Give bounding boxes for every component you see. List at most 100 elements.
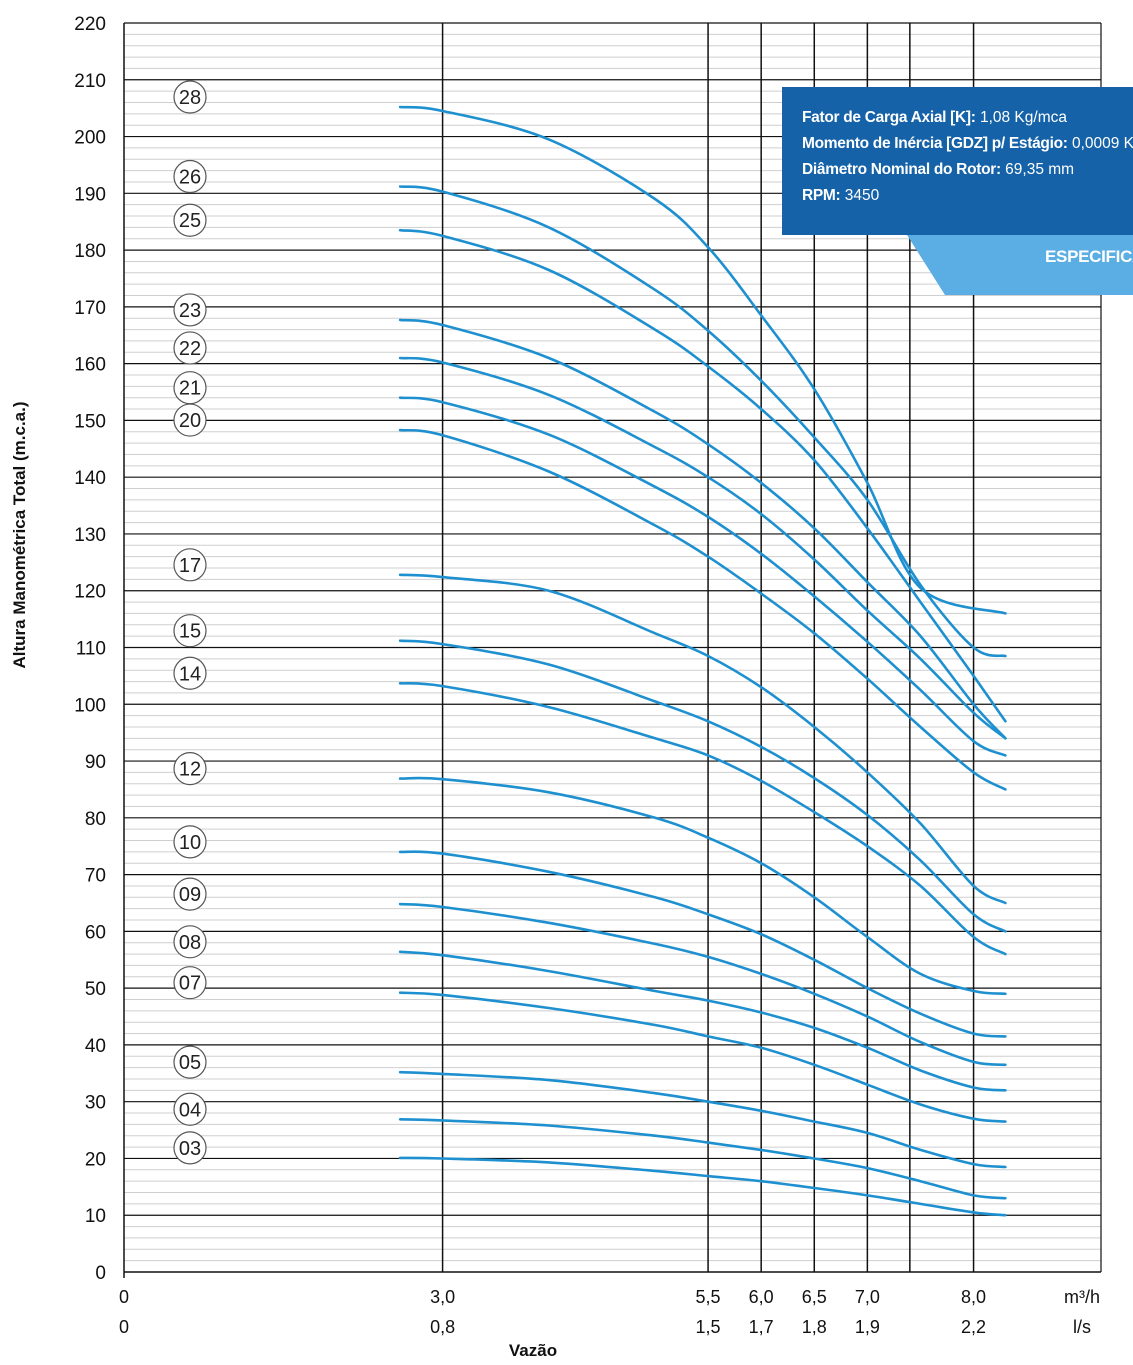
y-tick-label: 200 [74,128,106,149]
curve-label-circle [173,331,207,365]
x-tick-label-primary: 0 [119,1287,129,1307]
curve-14 [398,682,1007,956]
y-tick-label: 30 [85,1093,106,1114]
y-tick-label: 60 [85,922,106,943]
curve-09 [398,902,1007,1067]
x-tick-label-secondary: 1,7 [749,1317,774,1337]
curve-label-09: 09 [179,884,201,906]
y-tick-label: 90 [85,752,106,773]
axial-load-factor: Fator de Carga Axial [K]: 1,08 Kg/mca [802,109,1067,127]
curve-04 [398,1118,1007,1200]
curve-label-circle [173,1131,207,1165]
rpm: RPM: 3450 [802,187,879,205]
y-tick-label: 220 [74,14,106,35]
curve-label-14: 14 [179,663,201,685]
curve-23 [398,318,1007,740]
curve-label-circle [173,293,207,327]
minor-gridlines [124,33,1101,1262]
y-tick-label: 40 [85,1036,106,1057]
curve-label-04: 04 [179,1099,201,1121]
axial-load-factor-value: 1,08 Kg/mca [975,109,1067,126]
rotor-diameter: Diâmetro Nominal do Rotor: 69,35 mm [802,161,1074,179]
curve-label-23: 23 [179,300,201,322]
rotor-diameter-value: 69,35 mm [1000,161,1075,178]
curve-12 [398,776,1007,996]
y-tick-label: 120 [74,582,106,603]
x-tick-label-secondary: 0 [119,1317,129,1337]
x-tick-label-primary: 8,0 [961,1287,986,1307]
y-tick-label: 20 [85,1149,106,1170]
curve-03 [398,1156,1007,1217]
curve-label-circle [173,825,207,859]
curve-22 [398,356,1007,740]
curve-label-circle [173,877,207,911]
x-tick-label-primary: 6,5 [802,1287,827,1307]
curve-label-28: 28 [179,87,201,109]
curve-label-circle [173,752,207,786]
curve-label-10: 10 [179,832,201,854]
y-tick-label: 190 [74,184,106,205]
specs-info-box: Fator de Carga Axial [K]: 1,08 Kg/mca Mo… [782,87,1133,235]
curve-17 [398,573,1007,905]
rpm-label: RPM: [802,187,841,204]
x-tick-labels: 0 0 3,0 0,8 5,5 1,5 6,0 1,7 6,5 1,8 7,0 1,9 8,0 2,2 [119,1287,986,1337]
curve-label-21: 21 [179,378,201,400]
curve-07 [398,991,1007,1123]
curve-05 [398,1070,1007,1169]
curve-label-12: 12 [179,759,201,781]
y-tick-label: 100 [74,695,106,716]
specifications-tab[interactable]: ESPECIFICA [907,235,1133,295]
curve-label-17: 17 [179,555,201,577]
y-tick-label: 70 [85,866,106,887]
y-axis-title: Altura Manométrica Total (m.c.a.) [10,401,29,668]
y-tick-label: 0 [95,1263,106,1284]
x-tick-label-primary: 3,0 [430,1287,455,1307]
specifications-tab-label: ESPECIFICA [1045,247,1133,266]
x-tick-label-secondary: 1,8 [802,1317,827,1337]
x-tick-label-secondary: 0,8 [430,1317,455,1337]
curve-label-22: 22 [179,338,201,360]
x-tick-label-primary: 7,0 [855,1287,880,1307]
curve-label-circle [173,614,207,648]
curve-label-03: 03 [179,1138,201,1160]
curve-label-circle [173,203,207,237]
curve-label-circle [173,1045,207,1079]
curve-label-20: 20 [179,410,201,432]
curve-20 [398,428,1007,791]
rotor-diameter-label: Diâmetro Nominal do Rotor: [802,161,1001,178]
curves-layer [398,105,1007,1217]
curve-label-15: 15 [179,621,201,643]
curve-label-26: 26 [179,167,201,189]
curve-label-circle [173,80,207,114]
y-tick-label: 10 [85,1206,106,1227]
curve-10 [398,850,1007,1038]
moment-of-inertia: Momento de Inércia [GDZ] p/ Estágio: 0,0… [802,135,1133,153]
y-tick-label: 80 [85,809,106,830]
x-tick-label-primary: 5,5 [696,1287,721,1307]
y-tick-label: 180 [74,241,106,262]
y-tick-label: 160 [74,355,106,376]
y-tick-label: 170 [74,298,106,319]
y-tick-label: 210 [74,71,106,92]
curve-label-circle [173,159,207,194]
x-unit-primary: m³/h [1064,1287,1100,1307]
x-tick-label-secondary: 1,9 [855,1317,880,1337]
curve-labels: 28 26 25 23 22 21 20 17 15 14 12 10 09 08 07 05 04 03 [173,80,207,1165]
moment-of-inertia-value: 0,0009 K [1067,135,1133,152]
curve-label-circle [173,403,207,437]
rpm-value: 3450 [840,187,880,204]
y-tick-label: 50 [85,979,106,1000]
curve-08 [398,950,1007,1092]
x-tick-label-secondary: 2,2 [961,1317,986,1337]
curve-label-circle [173,656,207,690]
y-tick-label: 110 [76,639,106,660]
y-tick-label: 150 [74,411,106,432]
x-unit-secondary: l/s [1073,1317,1091,1337]
y-tick-label: 140 [74,468,106,489]
curve-26 [398,185,1007,658]
curve-label-circle [173,925,207,959]
curve-label-08: 08 [179,932,201,954]
curve-label-05: 05 [179,1052,201,1074]
curve-label-25: 25 [179,210,201,232]
curve-label-circle [173,966,207,1000]
